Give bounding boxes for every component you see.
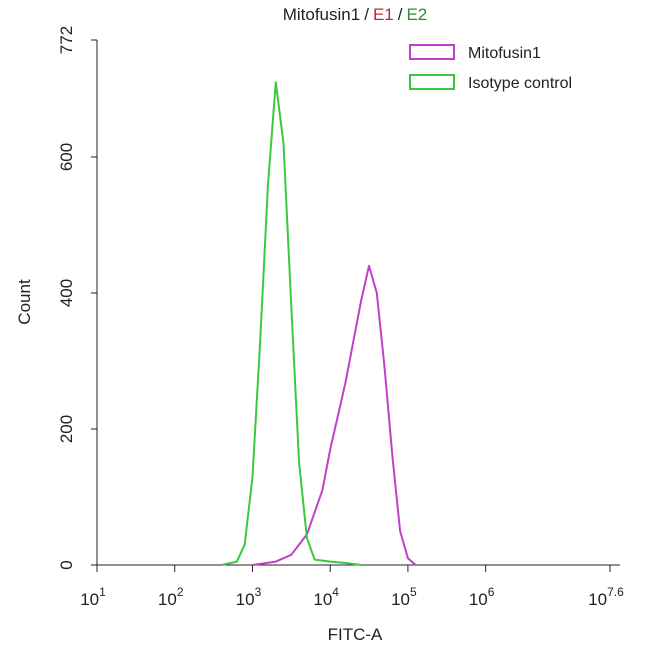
title-part: E1	[373, 5, 394, 24]
y-tick-label: 772	[57, 26, 76, 54]
y-tick-label: 600	[57, 143, 76, 171]
x-tick-label: 103	[236, 585, 262, 609]
x-tick-label: 104	[313, 585, 339, 609]
x-tick-label: 101	[80, 585, 106, 609]
x-tick-base: 10	[80, 590, 99, 609]
series-line	[221, 81, 362, 566]
x-axis-label: FITC-A	[328, 625, 383, 644]
y-axis-label: Count	[15, 279, 34, 325]
x-tick-exp: 2	[177, 585, 184, 599]
x-tick-exp: 5	[410, 585, 417, 599]
title-part: /	[364, 5, 369, 24]
x-tick-exp: 4	[332, 585, 339, 599]
legend-swatch	[409, 74, 455, 90]
y-tick-label: 200	[57, 415, 76, 443]
y-tick-label: 0	[57, 560, 76, 569]
x-tick-base: 10	[469, 590, 488, 609]
legend-swatch	[409, 44, 455, 60]
x-tick-base: 10	[313, 590, 332, 609]
x-tick-exp: 3	[255, 585, 262, 599]
x-tick-exp: 7.6	[607, 585, 624, 599]
series-line	[252, 264, 417, 566]
x-tick-label: 106	[469, 585, 495, 609]
chart-title: Mitofusin1/E1/E2	[283, 5, 428, 24]
x-tick-label: 107.6	[588, 585, 624, 609]
x-tick-base: 10	[158, 590, 177, 609]
title-part: E2	[406, 5, 427, 24]
x-tick-exp: 1	[99, 585, 106, 599]
x-tick-exp: 6	[488, 585, 495, 599]
x-tick-base: 10	[588, 590, 607, 609]
legend-label: Isotype control	[468, 75, 572, 92]
y-tick-label: 400	[57, 279, 76, 307]
title-part: Mitofusin1	[283, 5, 360, 24]
title-part: /	[398, 5, 403, 24]
x-tick-label: 102	[158, 585, 184, 609]
x-tick-base: 10	[236, 590, 255, 609]
x-tick-base: 10	[391, 590, 410, 609]
legend-label: Mitofusin1	[468, 45, 541, 62]
x-tick-label: 105	[391, 585, 417, 609]
